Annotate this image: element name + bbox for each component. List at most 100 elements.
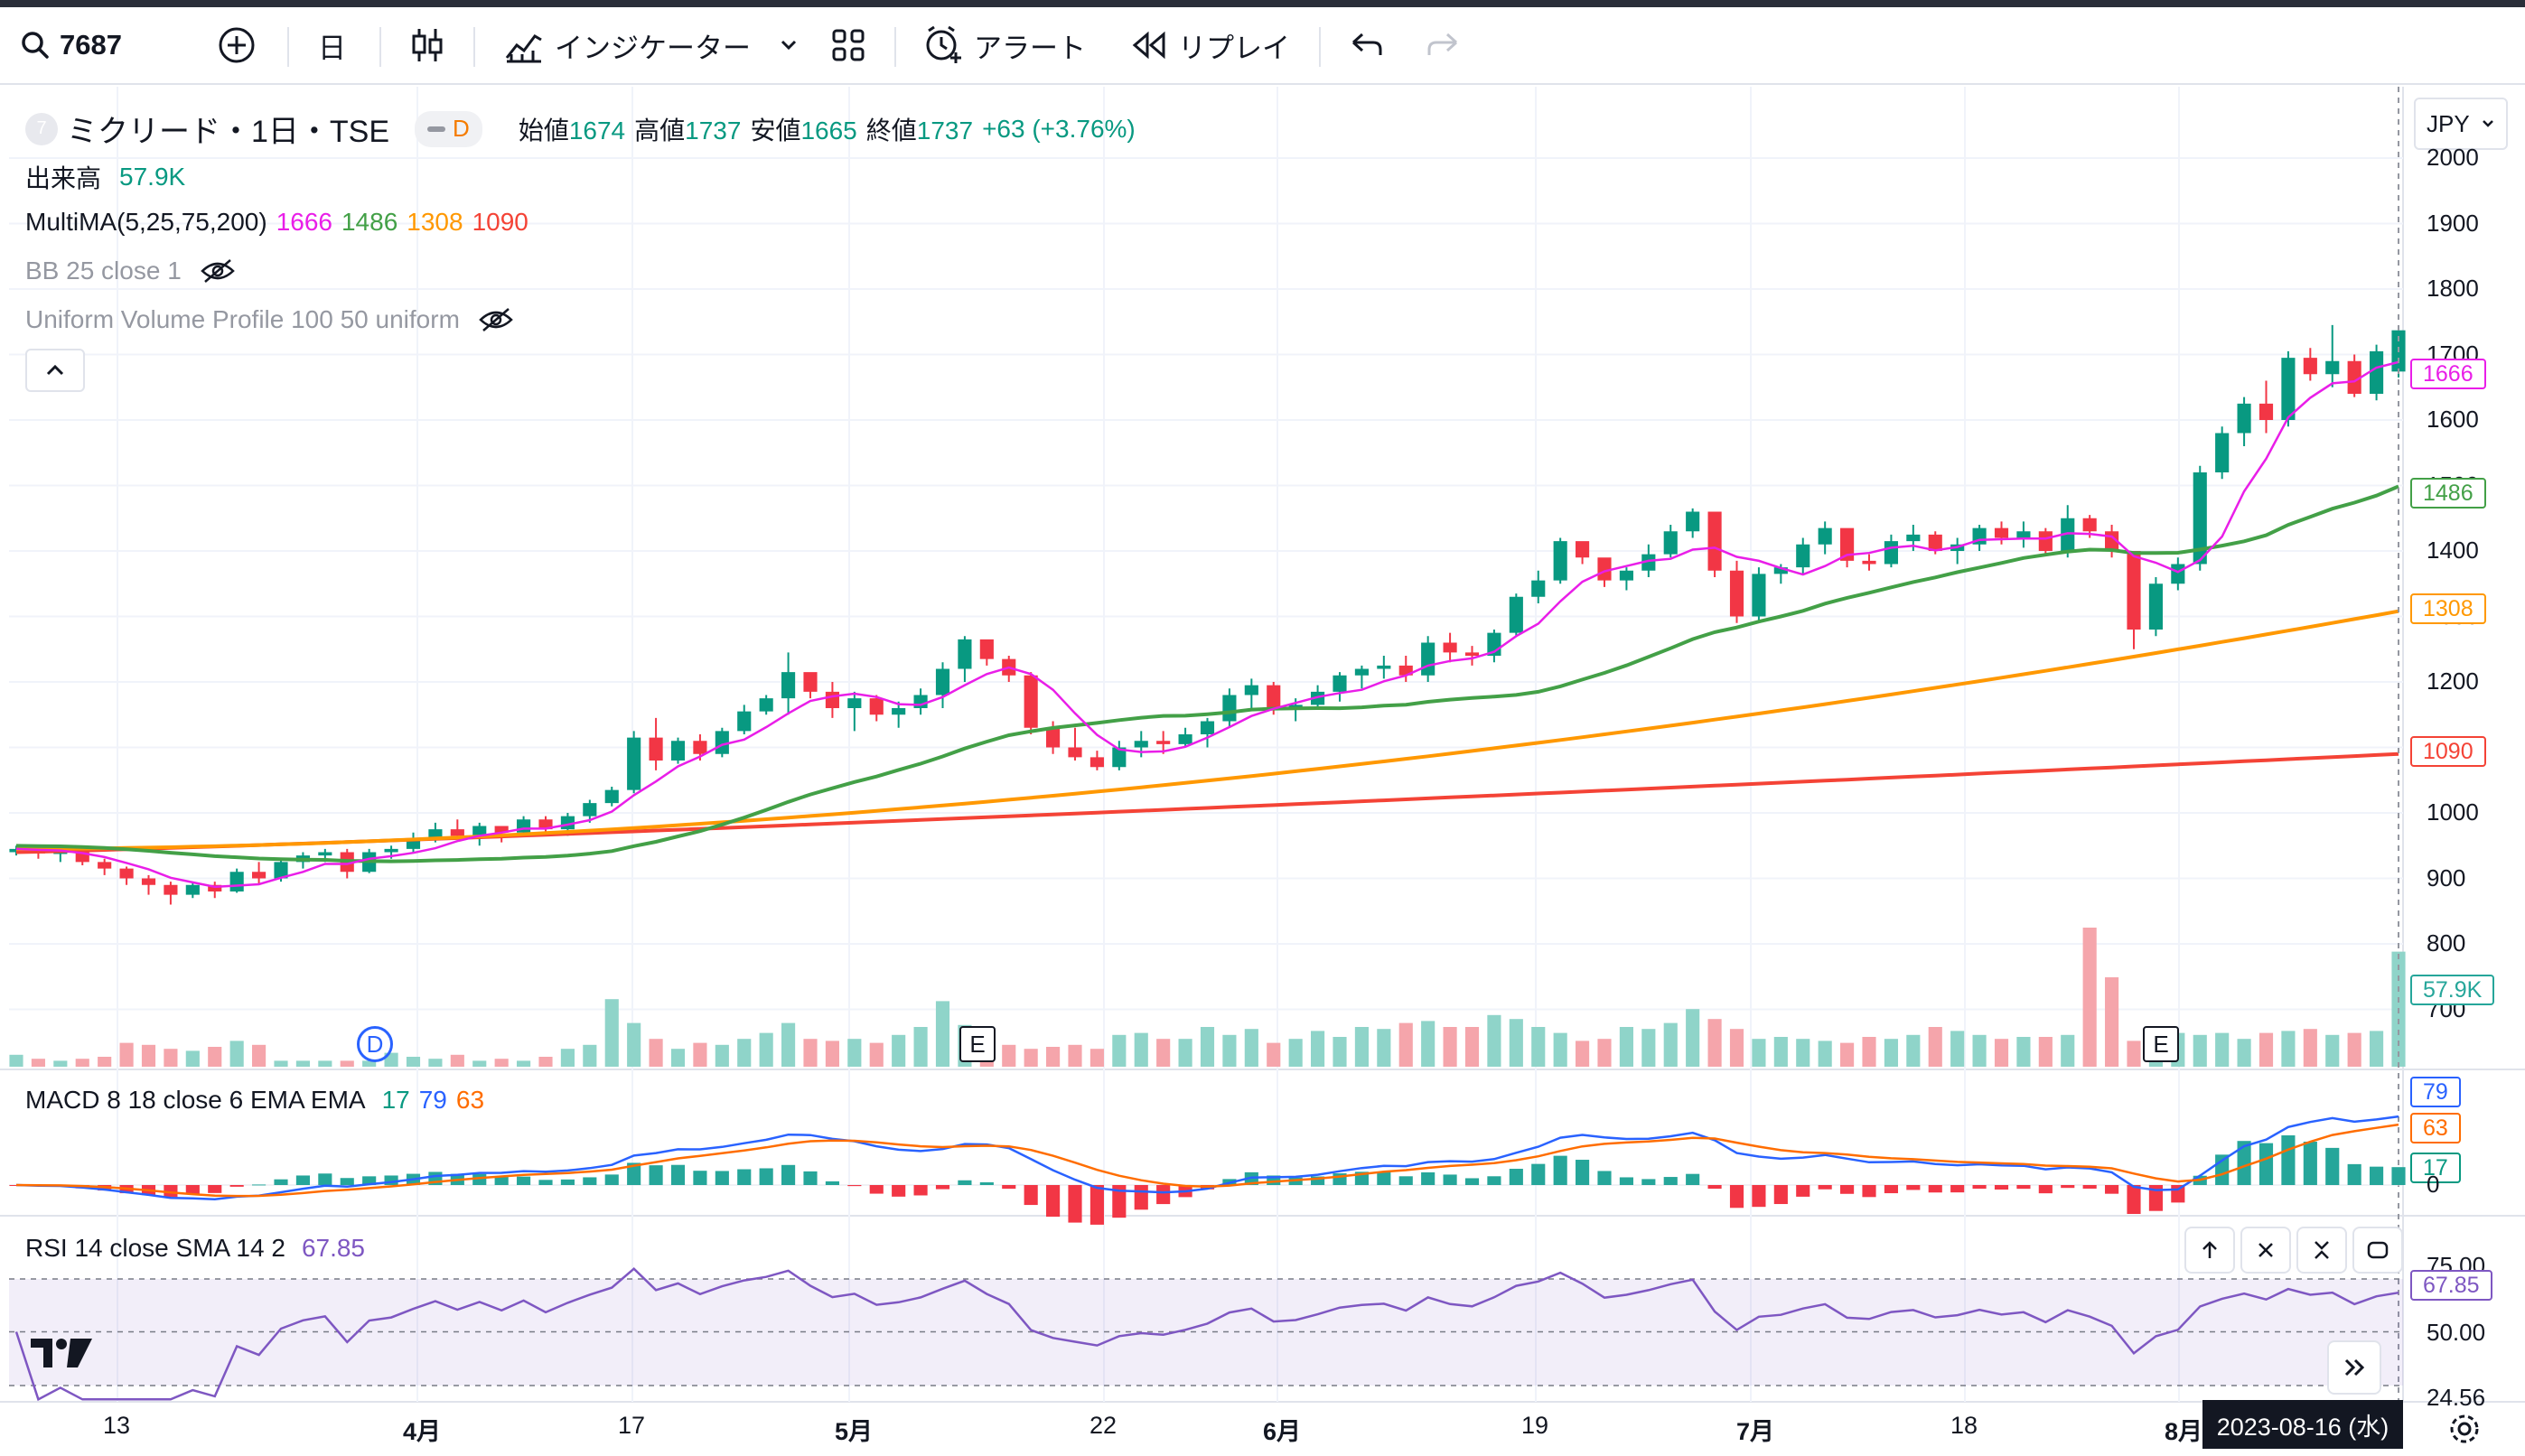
volume-bar [1773,1037,1788,1067]
close-pane-button[interactable] [2240,1227,2291,1274]
collapse-legend-button[interactable] [25,349,85,392]
macd-histogram-bar [2127,1185,2141,1215]
layouts-button[interactable] [831,7,865,83]
macd-histogram-bar [295,1175,310,1185]
symbol-search[interactable]: 7687 [20,7,122,83]
candle-body [759,698,773,712]
undo-icon [1351,33,1382,55]
macd-histogram-bar [2082,1185,2097,1189]
chart-settings-button[interactable] [2448,1413,2481,1450]
volume-bar [1311,1031,1325,1067]
replay-button[interactable]: リプレイ [1131,7,1290,83]
macd-histogram-bar [2391,1167,2406,1185]
volume-bar [1068,1044,1082,1067]
macd-histogram-bar [1884,1185,1898,1194]
multima-legend[interactable]: MultiMA(5,25,75,200) 1666 1486 1308 1090 [25,208,528,237]
candle-body [1134,741,1148,748]
macd-histogram-bar [1576,1160,1590,1185]
volume-bar [1443,1027,1457,1067]
dividend-event-marker[interactable]: D [357,1026,393,1062]
volume-bar [1840,1042,1855,1067]
candle-body [164,884,178,895]
volume-bar [1906,1034,1921,1067]
candle-body [847,698,862,708]
volume-legend[interactable]: 出来高 57.9K [25,159,185,195]
volume-bar [472,1060,487,1067]
toolbar-divider [894,27,896,67]
volume-bar [847,1039,862,1067]
currency-select[interactable]: JPY [2414,98,2508,150]
chart-type-button[interactable] [410,7,444,83]
volume-bar [1686,1009,1700,1067]
macd-histogram-bar [274,1179,288,1185]
rsi-value: 67.85 [301,1234,366,1262]
candle-body [428,829,443,839]
maximize-pane-button[interactable] [2352,1227,2403,1274]
volume-label: 出来高 [25,164,102,192]
candle-body [185,884,200,895]
symbol-title[interactable]: ミクリード・1日・TSE [67,115,390,149]
volume-bar [2038,1037,2053,1067]
candle-body [1663,531,1678,555]
collapse-pane-button[interactable] [2296,1227,2347,1274]
redo-button[interactable] [1426,7,1460,83]
scroll-to-realtime-button[interactable] [2327,1340,2381,1395]
candle-body [1333,675,1347,692]
interval-button[interactable]: 日 [318,7,346,83]
tradingview-logo[interactable] [29,1335,94,1376]
bb-legend[interactable]: BB 25 close 1 [25,257,236,285]
macd-hist-value: 17 [381,1086,410,1114]
move-pane-up-button[interactable] [2184,1227,2235,1274]
vp-legend[interactable]: Uniform Volume Profile 100 50 uniform [25,305,514,334]
eye-hidden-icon[interactable] [200,257,236,285]
candle-body [2281,358,2296,420]
rsi-legend[interactable]: RSI 14 close SMA 14 2 67.85 [25,1234,365,1263]
undo-button[interactable] [1350,7,1384,83]
time-axis-label: 22 [1089,1412,1118,1439]
volume-bar [2082,928,2097,1067]
candle-body [1752,574,1766,617]
candle-body [1729,570,1744,617]
interval-label: 日 [318,32,346,64]
macd-zero-label: 0 [2427,1171,2440,1198]
volume-bar [1950,1031,1965,1067]
volume-bar [1134,1032,1148,1067]
macd-legend[interactable]: MACD 8 18 close 6 EMA EMA 17 79 63 [25,1086,484,1115]
candle-body [406,839,421,849]
data-status-pill[interactable]: D [415,110,482,147]
candle-body [1288,705,1303,708]
chart-canvas[interactable] [0,87,2525,1456]
macd-signal-value: 63 [455,1086,485,1114]
alert-button[interactable]: アラート [923,7,1086,83]
volume-bar [1377,1029,1391,1067]
candle-body [693,741,707,754]
earnings-event-marker[interactable]: E [959,1026,996,1062]
macd-signal-line [15,1123,2399,1198]
volume-bar [1796,1039,1810,1067]
compare-add-button[interactable] [217,7,257,83]
candle-body [2215,433,2230,472]
volume-bar [2061,1034,2075,1067]
price-axis-label: 1900 [2427,209,2479,237]
volume-bar [1398,1022,1413,1067]
price-axis-label: 1000 [2427,798,2479,826]
macd-histogram-bar [1796,1185,1810,1197]
macd-histogram-bar [1156,1185,1171,1205]
volume-bar [1178,1039,1192,1067]
ohlc-close: 終値1737 [866,111,973,147]
candle-body [450,829,464,836]
earnings-event-marker[interactable]: E [2143,1026,2179,1062]
price-axis-label: 1400 [2427,537,2479,564]
macd-histogram-bar [229,1185,244,1187]
macd-histogram-bar [517,1176,531,1185]
macd-histogram-bar [1972,1185,1987,1190]
indicators-button[interactable]: インジケーター [504,7,800,83]
ma200-line [15,751,2399,854]
eye-hidden-icon[interactable] [478,305,514,334]
volume-bar [2281,1031,2296,1067]
macd-histogram-bar [1531,1163,1546,1185]
time-axis-label: 17 [618,1412,646,1439]
volume-bar [2370,1031,2384,1067]
candle-body [252,872,267,879]
macd-histogram-bar [869,1185,884,1194]
